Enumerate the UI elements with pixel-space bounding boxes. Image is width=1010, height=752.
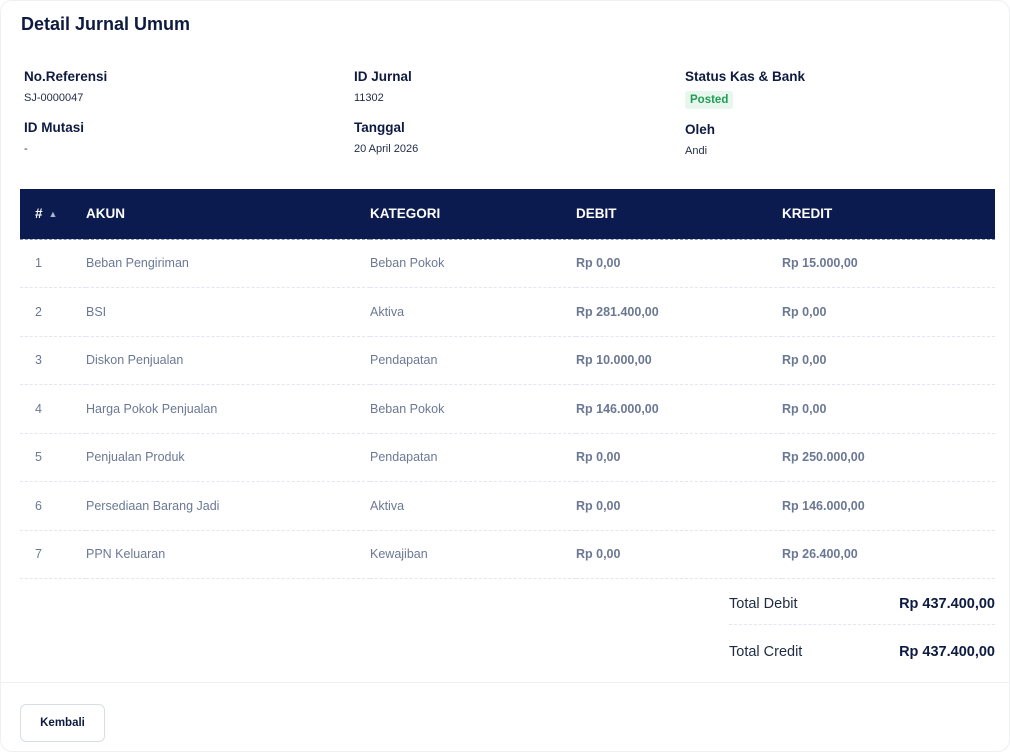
- row-debit: Rp 0,00: [576, 481, 782, 531]
- sort-ascending-icon[interactable]: ▲: [48, 209, 58, 220]
- row-number: 2: [20, 287, 86, 337]
- row-kredit: Rp 250.000,00: [782, 433, 995, 482]
- row-kategori: Beban Pokok: [370, 239, 576, 288]
- journal-table: # ▲ AKUN KATEGORI DEBIT KREDIT 1 Beban Pe…: [20, 189, 995, 579]
- info-column-status: Status Kas & Bank Posted Oleh Andi: [685, 69, 805, 173]
- tanggal-value: 20 April 2026: [354, 143, 419, 155]
- row-debit: Rp 0,00: [576, 433, 782, 482]
- row-debit: Rp 0,00: [576, 239, 782, 288]
- page-title: Detail Jurnal Umum: [21, 14, 191, 34]
- table-row: 5 Penjualan Produk Pendapatan Rp 0,00 Rp…: [20, 433, 995, 482]
- id-jurnal-value: 11302: [354, 92, 384, 104]
- column-header-kredit[interactable]: KREDIT: [782, 189, 995, 240]
- row-number: 5: [20, 433, 86, 482]
- row-kategori: Pendapatan: [370, 433, 576, 482]
- row-number: 1: [20, 239, 86, 288]
- total-credit-value: Rp 437.400,00: [899, 644, 995, 660]
- column-header-kategori[interactable]: KATEGORI: [370, 189, 576, 240]
- no-referensi-label: No.Referensi: [24, 69, 108, 84]
- row-number: 3: [20, 336, 86, 385]
- table-row: 1 Beban Pengiriman Beban Pokok Rp 0,00 R…: [20, 239, 995, 288]
- total-debit-value: Rp 437.400,00: [899, 595, 995, 612]
- column-header-debit[interactable]: DEBIT: [576, 189, 782, 240]
- row-akun: Diskon Penjualan: [86, 336, 370, 385]
- id-jurnal-label: ID Jurnal: [354, 69, 412, 84]
- row-akun: Persediaan Barang Jadi: [86, 481, 370, 531]
- row-kredit: Rp 0,00: [782, 384, 995, 434]
- table-row: 7 PPN Keluaran Kewajiban Rp 0,00 Rp 26.4…: [20, 530, 995, 579]
- row-debit: Rp 146.000,00: [576, 384, 782, 434]
- row-kategori: Aktiva: [370, 481, 576, 531]
- totals-summary: Total Debit Rp 437.400,00 Total Credit R…: [729, 583, 995, 673]
- no-referensi-value: SJ-0000047: [24, 92, 84, 104]
- total-credit-label: Total Credit: [729, 644, 803, 660]
- table-row: 6 Persediaan Barang Jadi Aktiva Rp 0,00 …: [20, 481, 995, 531]
- row-akun: PPN Keluaran: [86, 530, 370, 579]
- row-kategori: Beban Pokok: [370, 384, 576, 434]
- back-button[interactable]: Kembali: [20, 704, 105, 742]
- row-debit: Rp 0,00: [576, 530, 782, 579]
- total-credit-row: Total Credit Rp 437.400,00: [729, 631, 995, 673]
- status-label: Status Kas & Bank: [685, 69, 806, 84]
- oleh-value: Andi: [685, 145, 708, 157]
- column-header-number-label: #: [35, 206, 43, 222]
- row-kategori: Kewajiban: [370, 530, 576, 579]
- id-mutasi-label: ID Mutasi: [24, 120, 85, 135]
- row-akun: Beban Pengiriman: [86, 239, 370, 288]
- table-row: 2 BSI Aktiva Rp 281.400,00 Rp 0,00: [20, 287, 995, 337]
- row-number: 6: [20, 481, 86, 531]
- table-row: 3 Diskon Penjualan Pendapatan Rp 10.000,…: [20, 336, 995, 385]
- row-akun: BSI: [86, 287, 370, 337]
- row-akun: Penjualan Produk: [86, 433, 370, 482]
- id-mutasi-value: -: [24, 143, 28, 155]
- table-header-row: # ▲ AKUN KATEGORI DEBIT KREDIT: [20, 189, 995, 240]
- column-header-number[interactable]: # ▲: [20, 189, 86, 240]
- footer-divider: [1, 682, 1010, 683]
- info-column-journal: ID Jurnal 11302 Tanggal 20 April 2026: [354, 69, 418, 171]
- row-kredit: Rp 0,00: [782, 336, 995, 385]
- total-debit-label: Total Debit: [729, 595, 798, 612]
- oleh-label: Oleh: [685, 122, 716, 137]
- row-kredit: Rp 146.000,00: [782, 481, 995, 531]
- row-kredit: Rp 0,00: [782, 287, 995, 337]
- row-debit: Rp 281.400,00: [576, 287, 782, 337]
- total-debit-row: Total Debit Rp 437.400,00: [729, 583, 995, 625]
- status-badge: Posted: [685, 91, 734, 109]
- info-column-reference: No.Referensi SJ-0000047 ID Mutasi -: [24, 69, 107, 171]
- row-number: 7: [20, 530, 86, 579]
- row-debit: Rp 10.000,00: [576, 336, 782, 385]
- row-kredit: Rp 26.400,00: [782, 530, 995, 579]
- tanggal-label: Tanggal: [354, 120, 405, 135]
- column-header-akun[interactable]: AKUN: [86, 189, 370, 240]
- row-akun: Harga Pokok Penjualan: [86, 384, 370, 434]
- row-number: 4: [20, 384, 86, 434]
- table-row: 4 Harga Pokok Penjualan Beban Pokok Rp 1…: [20, 384, 995, 434]
- row-kredit: Rp 15.000,00: [782, 239, 995, 288]
- row-kategori: Aktiva: [370, 287, 576, 337]
- row-kategori: Pendapatan: [370, 336, 576, 385]
